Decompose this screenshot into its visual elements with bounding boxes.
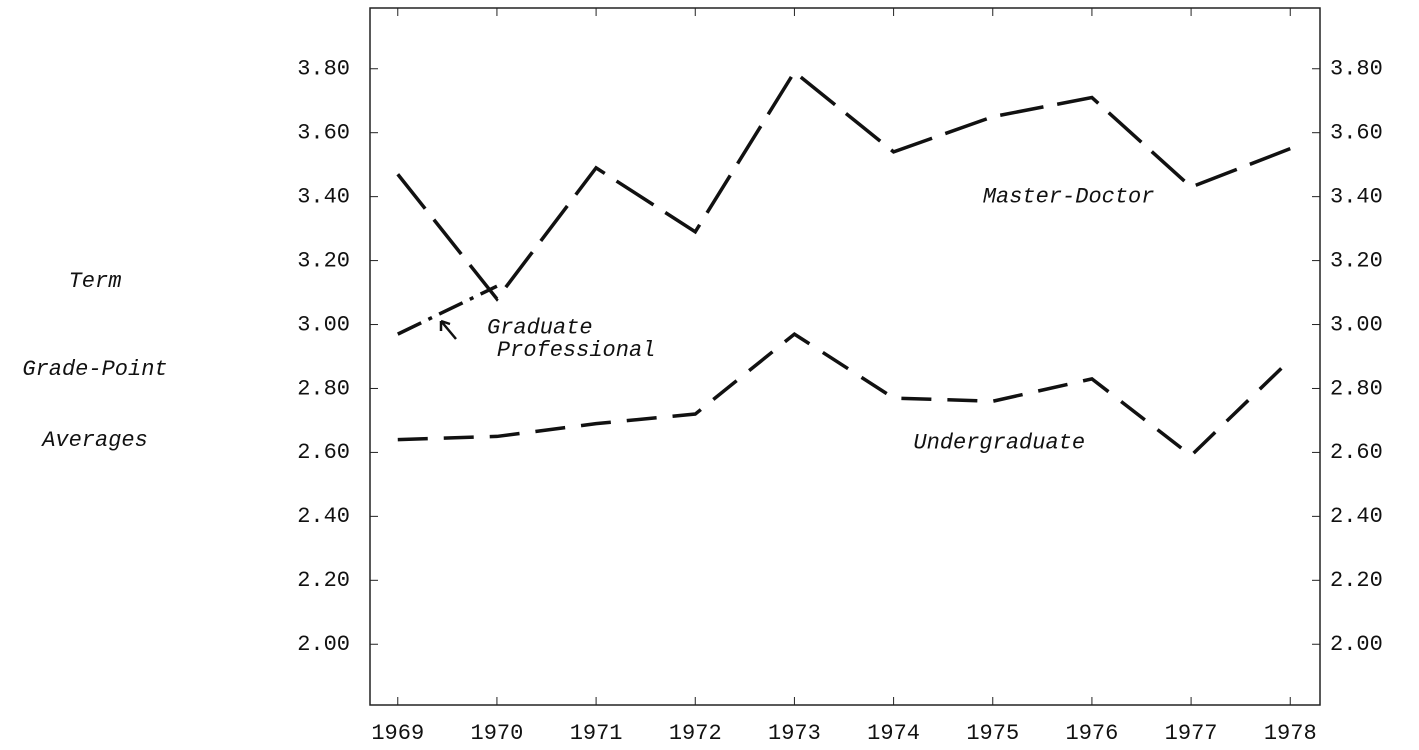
y-axis-label: Grade-Point [22, 357, 167, 382]
y-tick-label: 3.40 [297, 184, 350, 209]
annotation: Professional [497, 338, 655, 363]
annotation: Graduate [487, 316, 593, 341]
series-line [397, 284, 498, 336]
x-tick-label: 1977 [1165, 721, 1218, 746]
x-tick-label: 1974 [867, 721, 920, 746]
y-tick-label: 3.80 [297, 57, 350, 82]
plot-frame [369, 7, 1321, 706]
x-tick-label: 1971 [570, 721, 623, 746]
y-tick-label: 2.20 [297, 568, 350, 593]
y-tick-label-right: 2.20 [1330, 568, 1383, 593]
y-axis-label: Term [69, 269, 122, 294]
x-tick-label: 1976 [1066, 721, 1119, 746]
x-tick-label: 1973 [768, 721, 821, 746]
annotation: Undergraduate [913, 431, 1085, 456]
x-tick-label: 1970 [471, 721, 524, 746]
x-tick-label: 1978 [1264, 721, 1317, 746]
x-tick-label: 1975 [966, 721, 1019, 746]
y-axis-label: Averages [40, 428, 148, 453]
y-tick-label-right: 2.80 [1330, 376, 1383, 401]
y-tick-label-right: 3.20 [1330, 248, 1383, 273]
x-tick-label: 1972 [669, 721, 722, 746]
x-tick-label: 1969 [371, 721, 424, 746]
y-tick-label-right: 2.00 [1330, 632, 1383, 657]
y-tick-label: 3.60 [297, 121, 350, 146]
y-tick-label: 2.60 [297, 440, 350, 465]
y-tick-label: 2.40 [297, 504, 350, 529]
y-tick-label-right: 3.00 [1330, 312, 1383, 337]
annotation-arrow [439, 319, 457, 340]
y-tick-label-right: 3.80 [1330, 57, 1383, 82]
series-line [397, 331, 1292, 458]
y-tick-label-right: 3.60 [1330, 121, 1383, 146]
y-tick-label-right: 2.40 [1330, 504, 1383, 529]
y-tick-label-right: 3.40 [1330, 184, 1383, 209]
y-tick-label: 2.80 [297, 376, 350, 401]
annotation: Master-Doctor [983, 184, 1155, 209]
series-line [396, 69, 1291, 302]
y-tick-label: 3.00 [297, 312, 350, 337]
y-tick-label: 2.00 [297, 632, 350, 657]
y-tick-label: 3.20 [297, 248, 350, 273]
y-tick-label-right: 2.60 [1330, 440, 1383, 465]
